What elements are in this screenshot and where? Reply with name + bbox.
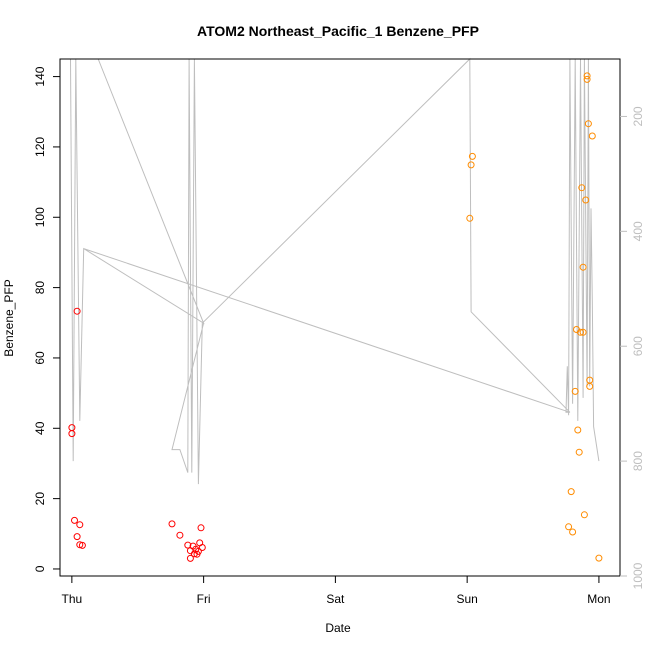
data-point-red (76, 521, 84, 529)
x-tick-label: Sun (456, 592, 477, 606)
y-tick-label: 80 (33, 281, 47, 295)
data-point-orange (584, 120, 592, 128)
y-tick-label: 20 (33, 492, 47, 506)
data-point-orange (579, 328, 587, 336)
y-tick-label: 40 (33, 421, 47, 435)
y2-tick-label: 800 (631, 451, 645, 471)
data-point-orange (578, 184, 586, 192)
y-tick-label: 100 (33, 207, 47, 227)
data-point-orange (574, 426, 582, 434)
data-point-orange (571, 387, 579, 395)
data-point-red (71, 516, 78, 524)
data-point-red (168, 520, 176, 528)
data-point-orange (588, 132, 596, 140)
x-tick-label: Thu (62, 592, 83, 606)
y-tick-label: 140 (33, 66, 47, 86)
data-point-orange (577, 328, 584, 336)
data-point-red (73, 307, 81, 315)
data-point-red (78, 541, 86, 549)
y-axis: 0 20 40 60 80 100 120 140 (33, 66, 60, 572)
data-point-orange (466, 214, 474, 222)
data-point-orange (575, 448, 583, 456)
data-point-red (176, 531, 184, 539)
data-point-orange (468, 152, 476, 160)
x-tick-label: Fri (197, 592, 211, 606)
data-point-red (197, 524, 205, 532)
data-point-red (186, 554, 194, 562)
data-point-orange (567, 488, 575, 496)
x-axis-label: Date (325, 621, 351, 635)
x-tick-label: Sat (326, 592, 345, 606)
altitude-line (70, 57, 600, 485)
data-point-orange (580, 511, 588, 519)
data-point-orange (569, 528, 577, 536)
data-point-orange (595, 554, 603, 562)
x-tick-label: Mon (587, 592, 610, 606)
y2-tick-label: 200 (631, 106, 645, 126)
data-point-orange (583, 75, 591, 83)
x-axis: Thu Fri Sat Sun Mon (62, 575, 611, 606)
data-point-orange (579, 263, 587, 271)
points-layer (68, 72, 603, 562)
y-tick-label: 60 (33, 351, 47, 365)
plot-frame (59, 58, 621, 577)
y2-tick-label: 600 (631, 336, 645, 356)
altitude-line-layer (70, 57, 600, 485)
data-point-red (68, 430, 76, 438)
data-point-red (68, 424, 76, 432)
data-point-red (198, 544, 206, 551)
y-tick-label: 120 (33, 137, 47, 157)
y2-tick-label: 1000 (631, 562, 645, 589)
data-point-orange (582, 196, 590, 204)
data-point-orange (583, 72, 591, 80)
y2-axis: 200 400 600 800 1000 (620, 106, 645, 589)
data-point-red (194, 547, 202, 555)
data-point-red (73, 533, 81, 541)
chart-title: ATOM2 Northeast_Pacific_1 Benzene_PFP (197, 23, 479, 39)
data-point-red (184, 541, 192, 549)
data-point-orange (565, 523, 573, 531)
data-point-orange (586, 376, 594, 384)
y-axis-label: Benzene_PFP (2, 279, 16, 356)
y-tick-label: 0 (33, 565, 47, 572)
data-point-orange (467, 161, 475, 169)
y2-tick-label: 400 (631, 221, 645, 241)
